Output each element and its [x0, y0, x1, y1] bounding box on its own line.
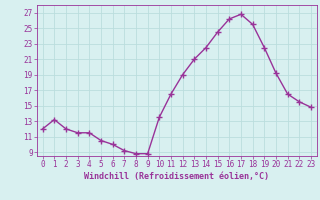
X-axis label: Windchill (Refroidissement éolien,°C): Windchill (Refroidissement éolien,°C) — [84, 172, 269, 181]
